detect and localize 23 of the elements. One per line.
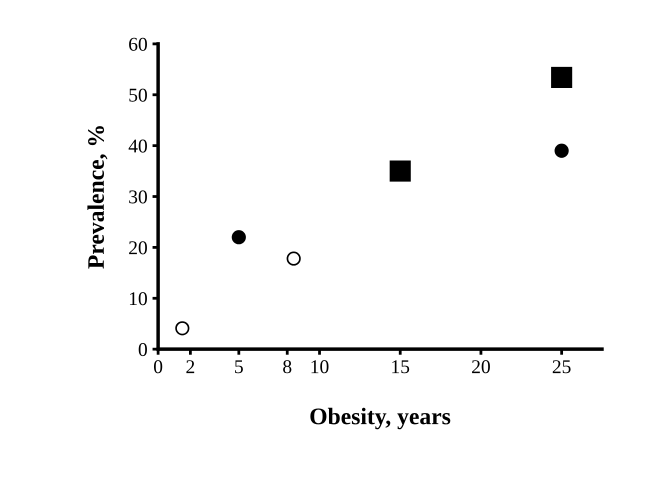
y-tick-label: 10 [130,292,147,306]
y-tick-label: 40 [128,139,147,153]
x-tick-label: 0 [154,360,162,374]
x-tick-label: 15 [392,360,410,374]
point [551,66,572,88]
x-tick-label: 8 [283,360,292,374]
y-tick-label: 50 [129,88,147,102]
y-tick-label: 0 [138,342,147,356]
point [232,230,246,244]
x-tick-label: 10 [312,360,329,374]
x-tick-label: 5 [235,360,243,374]
x-tick-label: 20 [472,360,490,374]
point [554,144,569,158]
y-tick-label: 20 [129,241,147,254]
x-tick-label: 2 [186,360,194,374]
point [390,160,411,182]
x-tick-label: 25 [552,360,571,374]
y-axis-title: Prevalence, % [87,126,108,269]
point [175,321,190,336]
point [286,252,301,266]
y-tick-label: 30 [129,190,147,204]
x-axis-title: Obesity, years [310,408,450,430]
y-tick-label: 60 [129,38,147,51]
